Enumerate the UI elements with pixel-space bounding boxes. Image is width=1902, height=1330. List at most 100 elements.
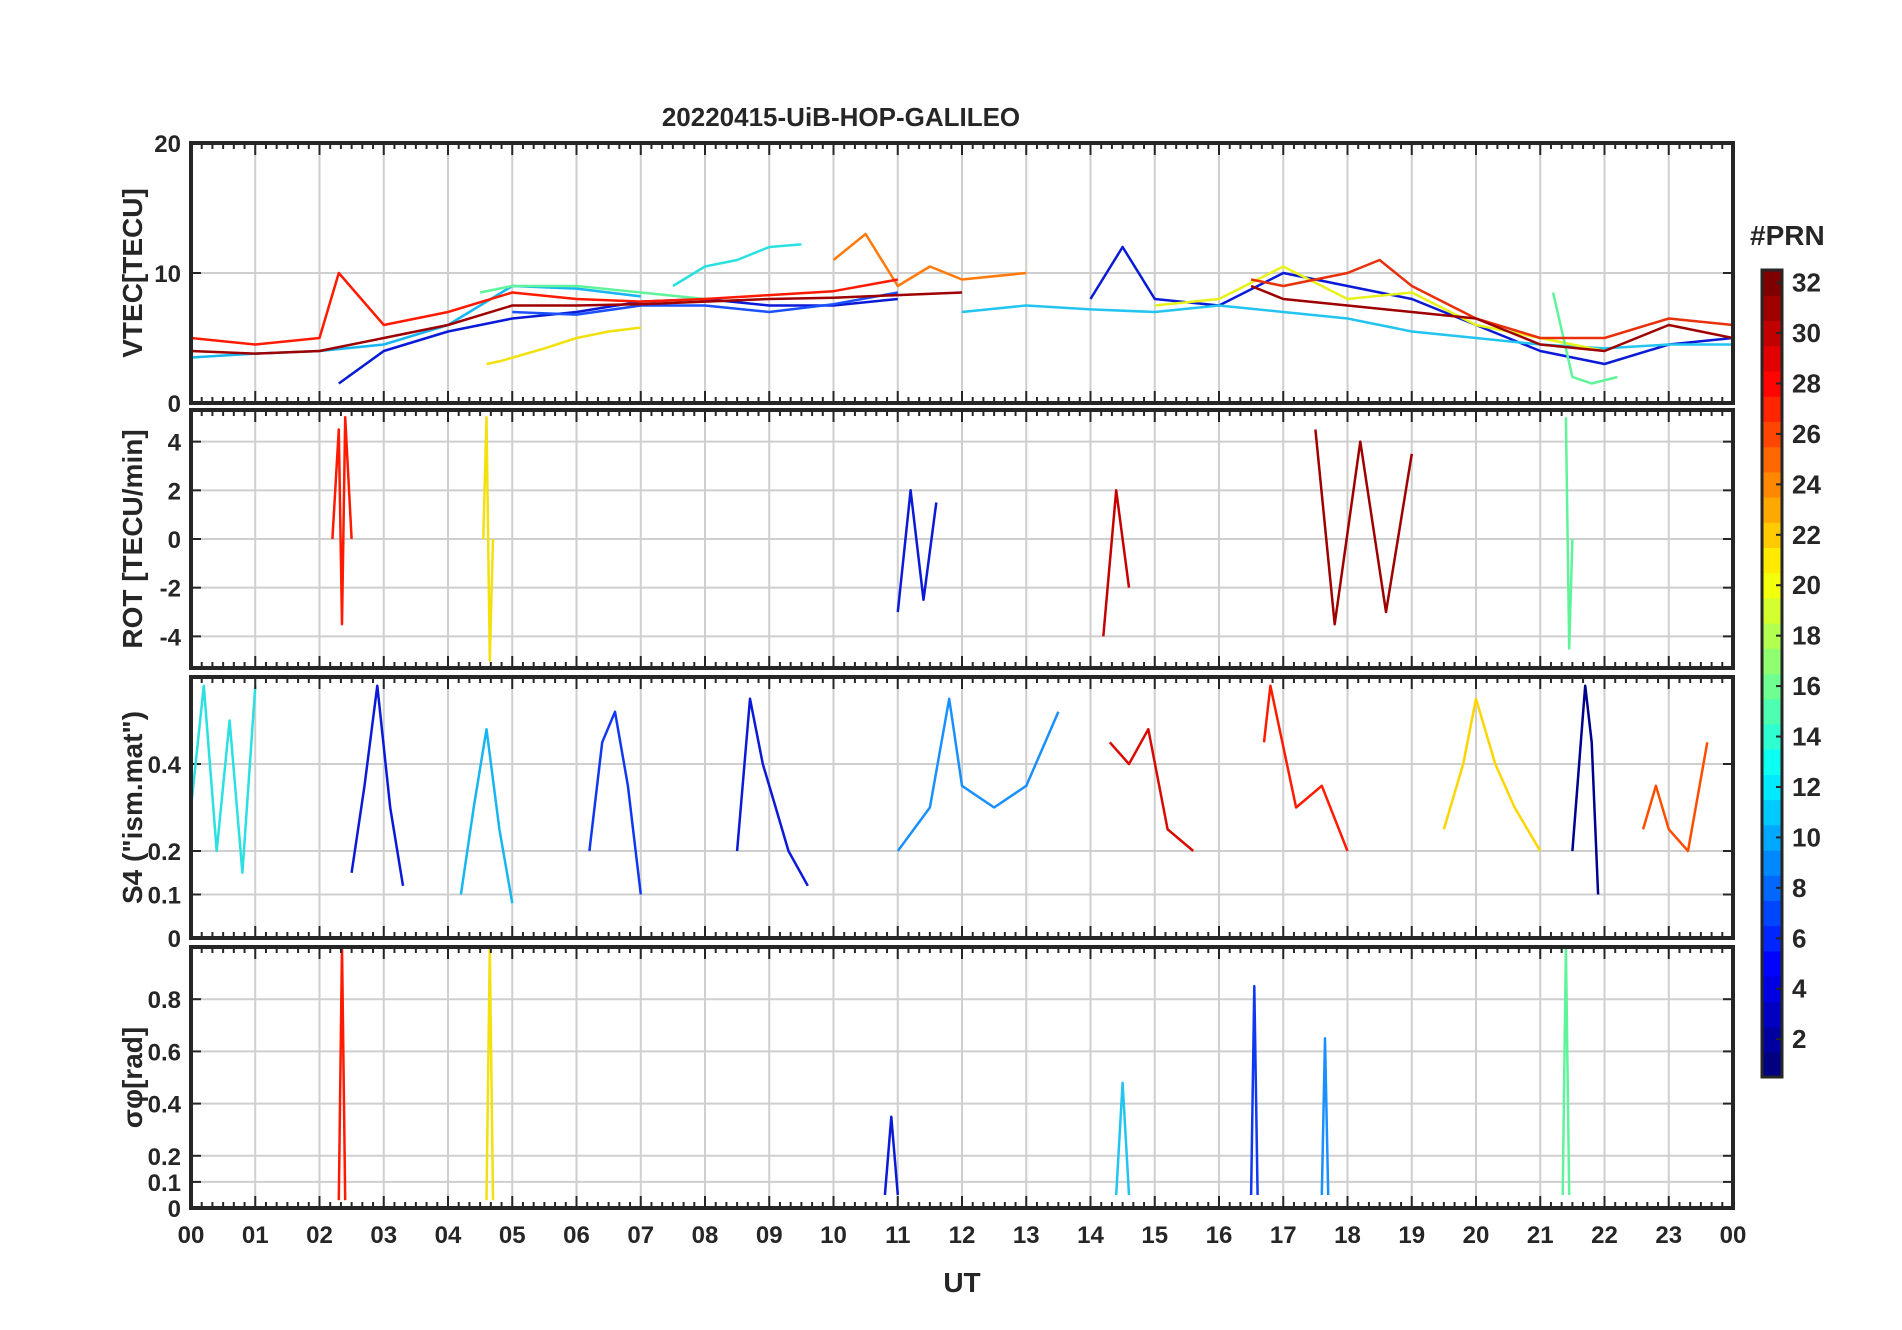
colorbar-tick-label: 18	[1792, 621, 1821, 651]
colorbar-segment	[1762, 925, 1782, 952]
series-line-prn-3	[883, 1115, 900, 1196]
series-line-prn-15	[1564, 417, 1574, 650]
y-tick-label: 20	[154, 131, 181, 158]
series-line-prn-27	[191, 271, 899, 346]
colorbar-segment	[1762, 396, 1782, 422]
series-line-prn-2	[735, 697, 809, 887]
panel-rot: -4 -2 0 2 4 ROT [TECU/min]	[117, 408, 1735, 670]
x-tick-label: 20	[1463, 1222, 1490, 1249]
series-line-prn-4	[588, 710, 643, 895]
colorbar-segment	[1762, 623, 1782, 649]
colorbar-tick-label: 24	[1792, 469, 1821, 499]
series-group	[191, 232, 1733, 385]
x-tick-label: 16	[1206, 1222, 1233, 1249]
colorbar-tick-label: 16	[1792, 671, 1821, 701]
colorbar-segment	[1762, 1051, 1782, 1078]
y-tick-label: 0	[168, 926, 181, 953]
colorbar-tick-label: 20	[1792, 570, 1821, 600]
series-line-prn-20	[482, 416, 495, 662]
series-line-prn-12	[191, 684, 257, 875]
colorbar-label: #PRN	[1750, 220, 1825, 251]
series-line-prn-28	[1262, 684, 1349, 852]
x-tick-label: 10	[820, 1222, 847, 1249]
series-line-prn-25	[1641, 742, 1709, 853]
series-line-prn-11	[1114, 1081, 1131, 1196]
series-group	[191, 684, 1709, 904]
series-line-prn-31	[191, 291, 963, 355]
x-tick-label: 11	[885, 1222, 910, 1249]
colorbar-segment	[1762, 648, 1782, 675]
panel-frame	[189, 408, 1735, 670]
y-tick-label: 2	[168, 478, 181, 505]
y-tick-label: 0.4	[148, 1092, 182, 1119]
colorbar-segment	[1762, 749, 1782, 775]
y-tick-label: 0.2	[148, 839, 181, 866]
series-line-prn-9	[1320, 1037, 1330, 1196]
colorbar-segment	[1762, 446, 1782, 473]
colorbar-segment	[1762, 774, 1782, 801]
colorbar-segment	[1762, 572, 1782, 599]
series-line-prn-21	[1442, 697, 1542, 852]
series-line-prn-4	[1249, 984, 1259, 1196]
x-tick-label: 19	[1398, 1222, 1425, 1249]
y-tick-label: 0.6	[148, 1039, 181, 1066]
series-line-prn-11	[961, 304, 1733, 350]
colorbar-segment	[1762, 976, 1782, 1002]
colorbar-segment	[1762, 345, 1782, 372]
colorbar-segment	[1762, 875, 1782, 902]
series-line-prn-1	[1571, 684, 1600, 895]
x-tick-label: 23	[1655, 1222, 1682, 1249]
series-line-prn-3	[1089, 245, 1733, 366]
colorbar-segment	[1762, 496, 1782, 523]
series-line-prn-15	[1561, 947, 1571, 1196]
series-line-prn-10	[191, 284, 641, 359]
x-axis-label: UT	[943, 1267, 980, 1298]
colorbar-tick-label: 28	[1792, 368, 1821, 398]
colorbar-segment	[1762, 421, 1782, 448]
x-tick-label: 00	[1720, 1222, 1747, 1249]
x-tick-label: 21	[1527, 1222, 1554, 1249]
colorbar-tick-label: 22	[1792, 520, 1821, 550]
y-tick-label: 0.8	[148, 987, 181, 1014]
series-line-prn-26	[1250, 258, 1733, 340]
colorbar-tick-label: 2	[1792, 1024, 1806, 1054]
series-line-prn-5	[512, 291, 899, 316]
series-line-prn-3	[896, 489, 938, 613]
x-tick-label: 09	[756, 1222, 783, 1249]
panel-sigma_phi: 00.10.2 0.4 0.6 0.8σφ[rad]	[117, 945, 1735, 1223]
x-tick-label: 12	[949, 1222, 976, 1249]
series-line-prn-30	[1102, 489, 1131, 637]
series-line-prn-32	[1250, 284, 1733, 353]
y-axis-label: ROT [TECU/min]	[117, 429, 148, 648]
colorbar-segment	[1762, 950, 1782, 977]
x-tick-label: 08	[692, 1222, 719, 1249]
colorbar-segment	[1762, 824, 1782, 851]
x-tick-label: 03	[370, 1222, 397, 1249]
y-tick-label: 4	[168, 430, 182, 457]
series-group	[337, 947, 1571, 1201]
y-tick-label: -2	[160, 576, 181, 603]
series-line-prn-24	[832, 232, 1027, 288]
y-tick-label: 0	[168, 391, 181, 418]
panel-frame	[189, 675, 1735, 940]
colorbar-segment	[1762, 1026, 1782, 1053]
colorbar-tick-label: 6	[1792, 923, 1806, 953]
y-axis-label: VTEC[TECU]	[117, 188, 148, 358]
colorbar-segment	[1762, 597, 1782, 624]
colorbar-tick-label: 10	[1792, 822, 1821, 852]
series-line-prn-9	[896, 697, 1060, 852]
colorbar-segment	[1762, 799, 1782, 826]
series-line-prn-16	[479, 284, 706, 301]
x-tick-label: 17	[1270, 1222, 1297, 1249]
colorbar-segment	[1762, 370, 1782, 397]
chart-title: 20220415-UiB-HOP-GALILEO	[662, 102, 1020, 132]
colorbar-frame	[1760, 268, 1784, 1079]
x-tick-label: 15	[1141, 1222, 1168, 1249]
colorbar-tick-label: 14	[1792, 722, 1821, 752]
colorbar-segment	[1762, 471, 1782, 498]
colorbar-segment	[1762, 900, 1782, 927]
panel-frame	[189, 945, 1735, 1210]
x-tick-label: 18	[1334, 1222, 1361, 1249]
